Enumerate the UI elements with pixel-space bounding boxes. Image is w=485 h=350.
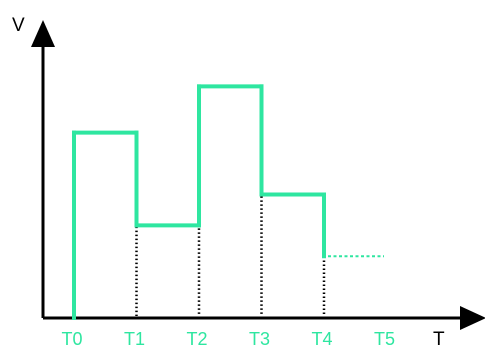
series-marks (72, 84, 384, 320)
y-axis-arrow-icon (31, 20, 55, 47)
x-tick-label-t3: T3 (249, 329, 270, 349)
y-axis-label: V (12, 15, 25, 36)
x-tick-label-t2: T2 (186, 329, 207, 349)
x-tick-labels: T0 T1 T2 T3 T4 T5 (61, 329, 395, 349)
x-tick-label-t1: T1 (124, 329, 145, 349)
x-tick-label-t4: T4 (311, 329, 332, 349)
x-axis-arrow-icon (460, 306, 485, 330)
x-tick-label-t0: T0 (61, 329, 82, 349)
x-axis-label: T (433, 329, 445, 350)
guide-lines (135, 88, 326, 316)
x-tick-label-t5: T5 (374, 329, 395, 349)
